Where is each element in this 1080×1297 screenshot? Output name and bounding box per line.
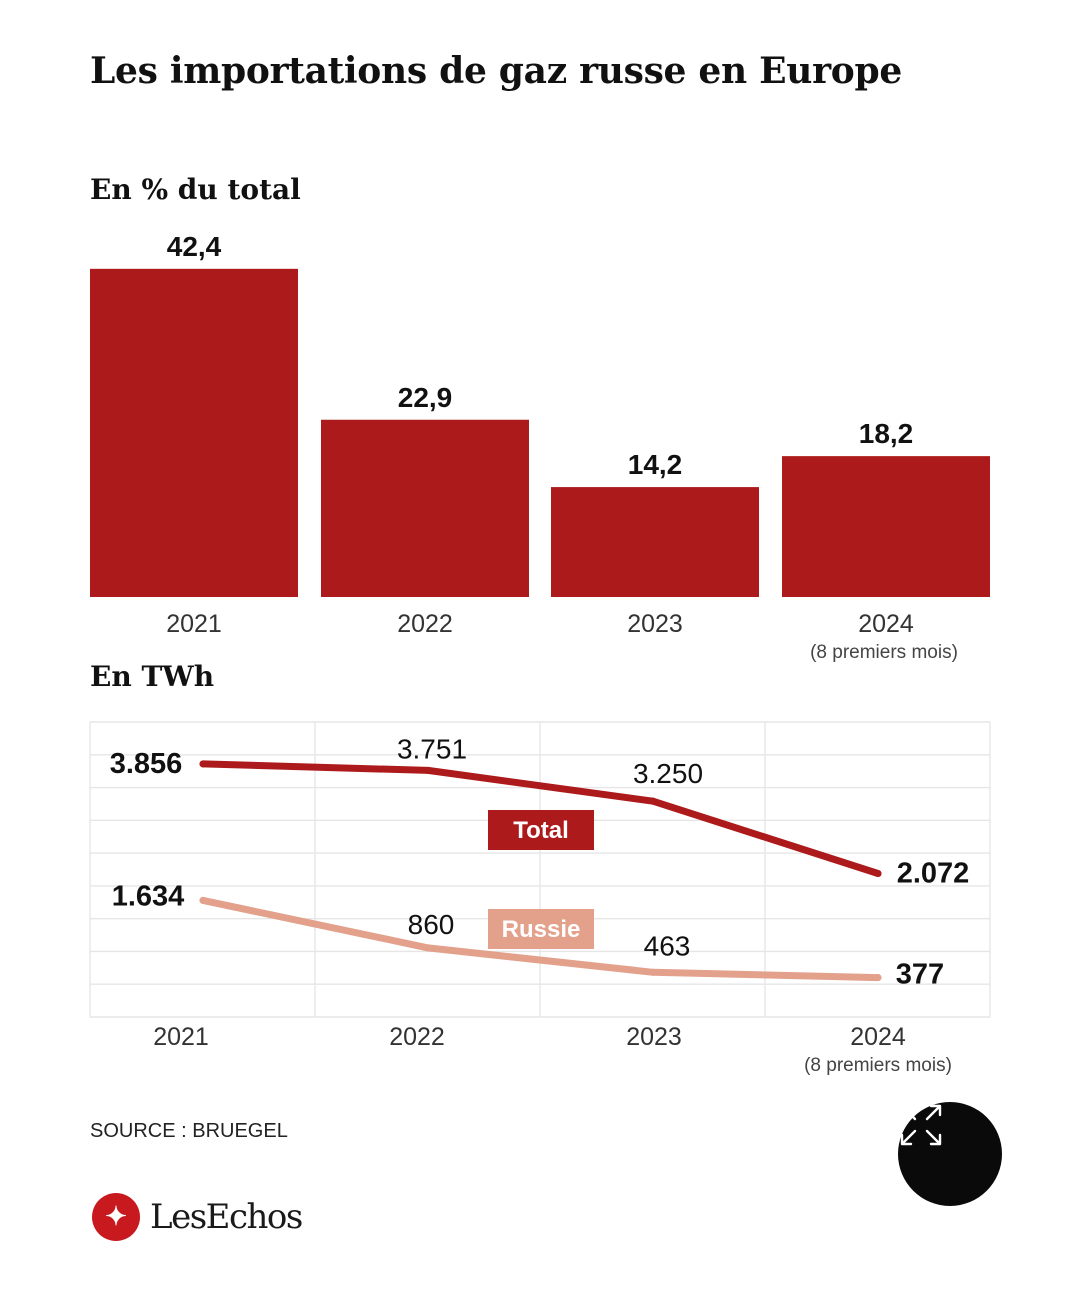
line-x-label: 2021	[153, 1023, 209, 1051]
point-russie	[424, 944, 432, 952]
line-series-total	[199, 760, 882, 877]
point-total	[874, 869, 882, 877]
line-value-label: 377	[896, 959, 944, 991]
bar-value-label: 14,2	[628, 449, 683, 480]
legend-label: Russie	[502, 916, 581, 943]
point-russie	[874, 974, 882, 982]
bar-2024	[782, 456, 990, 597]
legend-total	[488, 810, 594, 850]
line-chart-subtitle: En TWh	[90, 660, 215, 693]
bar-2021	[90, 268, 298, 597]
expand-button[interactable]	[898, 1102, 1002, 1206]
line-x-label: 2024	[850, 1023, 906, 1051]
bar-category-note: (8 premiers mois)	[810, 642, 958, 663]
bar-2023	[551, 487, 759, 597]
legend-russie	[488, 909, 594, 949]
point-total	[199, 760, 207, 768]
bar-category-label: 2023	[627, 610, 683, 638]
line-value-label: 3.250	[633, 758, 703, 789]
bar-chart-subtitle: En % du total	[90, 173, 301, 206]
expand-arrows-icon	[900, 1104, 942, 1146]
bar-category-label: 2021	[166, 610, 222, 638]
legend-label: Total	[513, 817, 569, 844]
brand-name: LesEchos	[150, 1197, 303, 1237]
line-series-russie	[199, 896, 882, 982]
line-x-label: 2023	[626, 1023, 682, 1051]
point-total	[424, 766, 432, 774]
bar-2022	[321, 419, 529, 597]
source-note: SOURCE : BRUEGEL	[90, 1120, 288, 1142]
les-echos-logo-icon: ✦	[92, 1193, 140, 1241]
bar-value-label: 22,9	[398, 382, 453, 413]
brand-logo: ✦ LesEchos	[92, 1193, 303, 1241]
line-value-label: 2.072	[897, 857, 970, 889]
point-russie	[649, 968, 657, 976]
line-x-note: (8 premiers mois)	[804, 1055, 952, 1076]
line-value-label: 3.856	[110, 748, 183, 780]
point-russie	[199, 896, 207, 904]
bar-value-label: 42,4	[167, 231, 222, 262]
bar-value-label: 18,2	[859, 418, 914, 449]
line-value-label: 860	[408, 909, 455, 940]
point-total	[649, 797, 657, 805]
line-value-label: 3.751	[397, 733, 467, 764]
line-value-label: 1.634	[112, 880, 185, 912]
bar-category-label: 2022	[397, 610, 453, 638]
chart-title: Les importations de gaz russe en Europe	[90, 50, 902, 92]
line-x-label: 2022	[389, 1023, 445, 1051]
bar-category-label: 2024	[858, 610, 914, 638]
line-value-label: 463	[644, 930, 691, 961]
